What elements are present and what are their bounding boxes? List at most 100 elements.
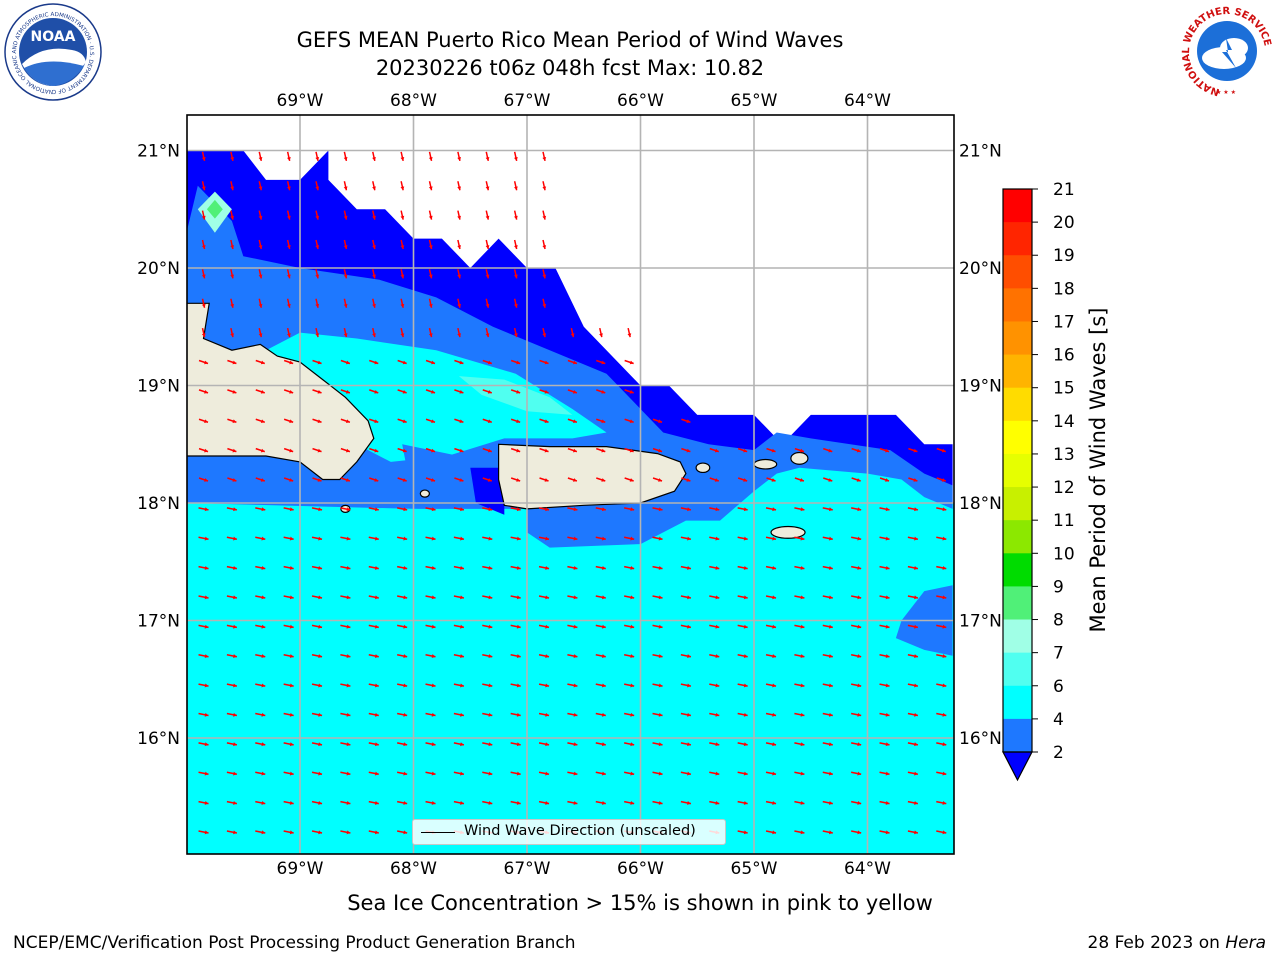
land-hispaniola	[187, 302, 375, 481]
wave-arrow-head	[601, 536, 606, 541]
wave-arrow-head	[233, 771, 237, 776]
wave-arrow-head	[658, 683, 663, 688]
wave-arrow-head	[318, 830, 323, 835]
wave-arrow-head	[914, 536, 918, 541]
colorbar-title: Mean Period of Wind Waves [s]	[1086, 307, 1110, 633]
wave-arrow-head	[516, 712, 521, 717]
wave-arrow-head	[687, 801, 691, 805]
wave-arrow-head	[317, 419, 322, 423]
wave-arrow-head	[289, 654, 294, 658]
wave-arrow-head	[372, 245, 376, 249]
wave-arrow-head	[457, 157, 462, 161]
wave-arrow-head	[485, 303, 490, 308]
land-island-1	[695, 462, 711, 474]
wave-arrow-head	[573, 536, 578, 541]
wave-arrow-head	[828, 566, 833, 570]
wave-arrow-head	[345, 419, 350, 423]
max-spot-inner	[206, 199, 223, 219]
wave-arrow-head	[885, 742, 890, 747]
wave-arrow-head	[261, 712, 266, 717]
wave-arrow-head	[400, 303, 405, 308]
wave-arrow-head	[686, 448, 691, 453]
wave-arrow-head	[715, 654, 720, 658]
wave-arrow-head	[289, 448, 294, 453]
wave-arrow-head	[772, 624, 777, 629]
wave-arrow-head	[460, 742, 464, 747]
wave-arrow-head	[374, 742, 379, 747]
wave-arrow-head	[374, 507, 379, 512]
lon-label-top: 66°W	[617, 91, 664, 111]
wave-arrow-head	[715, 683, 720, 688]
wave-arrow-head	[488, 566, 493, 570]
wave-arrow-head	[403, 624, 408, 629]
wave-arrow-head	[772, 654, 777, 658]
wave-arrow-head	[260, 360, 265, 365]
wave-arrow-head	[431, 360, 436, 365]
lat-label-left: 16°N	[137, 729, 180, 749]
wave-arrow-head	[431, 712, 436, 717]
wave-arrow-head	[658, 624, 663, 629]
wave-arrow-head	[514, 303, 518, 308]
nws-logo: NATIONAL WEATHER SERVICE ★ ★ ★	[1176, 2, 1278, 106]
wave-arrow-head	[772, 536, 777, 541]
wind-wave-arrows	[198, 151, 947, 835]
wave-arrow-head	[545, 507, 550, 512]
lat-label-right: 20°N	[959, 259, 1002, 279]
colorbar-segment	[1003, 553, 1032, 587]
wave-arrow-head	[233, 654, 237, 658]
wave-arrow-head	[715, 536, 720, 541]
wave-arrow-head	[799, 478, 804, 482]
wave-arrow-head	[402, 389, 407, 394]
footer-left: NCEP/EMC/Verification Post Processing Pr…	[13, 933, 576, 953]
wave-arrow-head	[457, 215, 462, 220]
wave-arrow-head	[400, 274, 405, 279]
colorbar-tick-label: 4	[1053, 710, 1064, 730]
wave-arrow-head	[572, 419, 577, 423]
wave-arrow-head	[630, 507, 635, 512]
wave-arrow-head	[601, 507, 606, 512]
wave-arrow-head	[885, 654, 890, 658]
wave-arrow-head	[428, 245, 433, 249]
wave-arrow-head	[514, 333, 518, 338]
wave-arrow-head	[261, 654, 266, 658]
chart-subtitle: 20230226 t06z 048h fcst Max: 10.82	[375, 56, 765, 80]
wave-arrow-head	[573, 801, 578, 805]
colorbar-segment	[1003, 222, 1032, 256]
wave-arrow-head	[204, 595, 209, 600]
wave-arrow-head	[545, 566, 550, 570]
wave-arrow-head	[289, 566, 294, 570]
wave-arrow-head	[572, 478, 577, 482]
wave-arrow-head	[914, 595, 918, 600]
wave-arrow-head	[914, 654, 918, 658]
wave-arrow-head	[374, 771, 379, 776]
wave-arrow-head	[772, 771, 777, 776]
wave-arrow-head	[261, 536, 266, 541]
wave-arrow-head	[374, 389, 379, 394]
svg-text:★ ★ ★: ★ ★ ★	[1216, 89, 1236, 96]
wave-arrow-head	[828, 448, 833, 453]
wave-arrow-head	[686, 419, 691, 423]
wave-arrow-head	[658, 478, 663, 482]
wave-arrow-head	[885, 595, 890, 600]
wave-arrow-head	[573, 507, 578, 512]
noaa-logo-text: NOAA	[31, 29, 76, 45]
wave-arrow-head	[885, 830, 890, 835]
wave-arrow-head	[261, 742, 266, 747]
wave-arrow-head	[372, 303, 376, 308]
wave-arrow-head	[942, 683, 947, 688]
wave-arrow-head	[601, 654, 606, 658]
wave-arrow-head	[686, 478, 691, 482]
wave-arrow-head	[374, 419, 379, 423]
wave-arrow-head	[204, 771, 209, 776]
wave-arrow-head	[261, 624, 266, 629]
wave-arrow-head	[318, 536, 323, 541]
wave-arrow-head	[914, 507, 918, 512]
wave-arrow-head	[687, 654, 691, 658]
wave-arrow-head	[545, 536, 550, 541]
lat-label-right: 21°N	[959, 142, 1002, 162]
wave-arrow-head	[287, 274, 291, 279]
wave-arrow-head	[542, 245, 547, 249]
lat-label-right: 17°N	[959, 612, 1002, 632]
wave-arrow-head	[488, 624, 493, 629]
wave-arrow-head	[743, 448, 748, 453]
